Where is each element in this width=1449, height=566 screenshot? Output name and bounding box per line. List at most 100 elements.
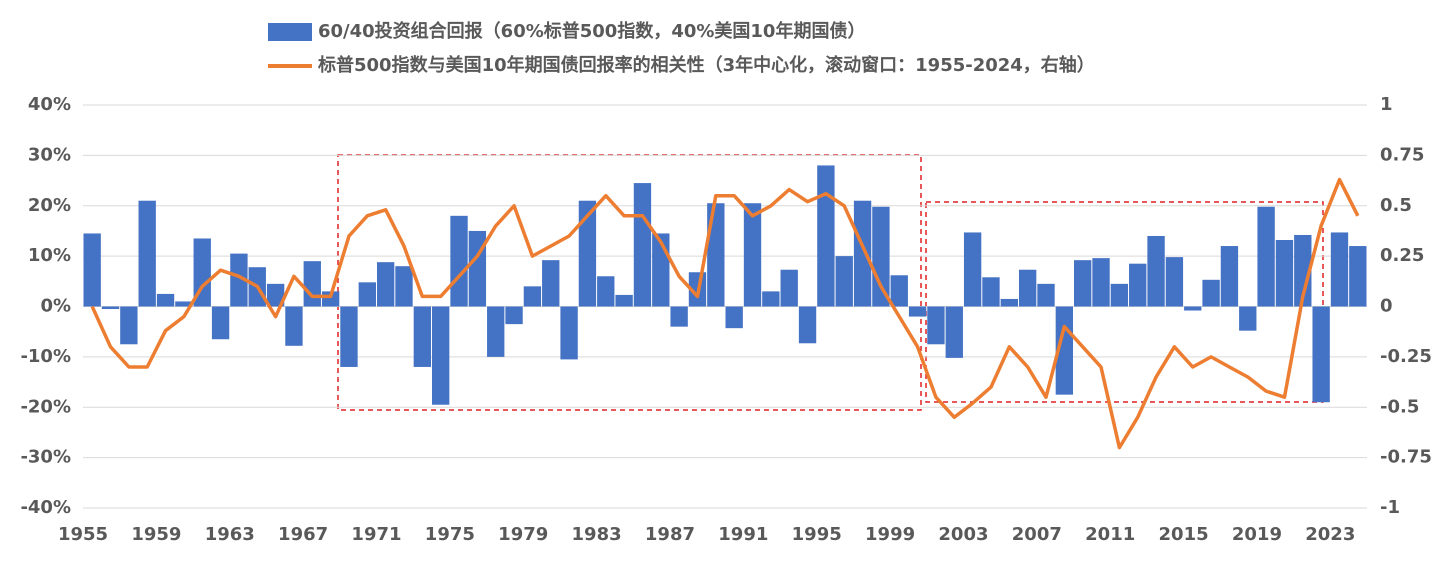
x-tick-label: 2003 bbox=[938, 524, 988, 545]
bar bbox=[505, 306, 523, 325]
bar bbox=[138, 200, 156, 307]
bar bbox=[762, 291, 780, 307]
y-tick-label: 10% bbox=[28, 245, 71, 266]
bar bbox=[560, 306, 578, 360]
bar bbox=[1184, 306, 1202, 311]
y2-tick-label: -0.25 bbox=[1380, 346, 1432, 367]
bar bbox=[432, 306, 450, 405]
bar bbox=[1110, 283, 1129, 307]
bar bbox=[1202, 279, 1220, 307]
x-tick-label: 1979 bbox=[498, 524, 548, 545]
bar bbox=[743, 203, 762, 307]
bar bbox=[450, 215, 468, 307]
y2-tick-label: 0.75 bbox=[1380, 144, 1424, 165]
bar bbox=[340, 306, 358, 367]
bar bbox=[982, 277, 1000, 307]
bar bbox=[413, 306, 432, 367]
bar bbox=[1349, 246, 1367, 307]
y2-tick-label: -0.75 bbox=[1380, 447, 1432, 468]
bar bbox=[175, 301, 193, 307]
bar bbox=[120, 306, 138, 345]
bar bbox=[1074, 260, 1092, 307]
bar bbox=[303, 261, 321, 307]
x-tick-label: 1975 bbox=[425, 524, 475, 545]
y2-tick-label: 0 bbox=[1380, 296, 1393, 317]
y-tick-label: -10% bbox=[20, 346, 71, 367]
bar bbox=[211, 306, 230, 340]
y2-tick-label: 1 bbox=[1380, 94, 1393, 115]
bar bbox=[358, 282, 376, 307]
x-tick-label: 1983 bbox=[572, 524, 622, 545]
bar bbox=[817, 165, 835, 307]
bar bbox=[670, 306, 688, 327]
x-tick-label: 2007 bbox=[1012, 524, 1062, 545]
bar bbox=[725, 306, 743, 329]
legend-swatch bbox=[268, 23, 312, 41]
x-tick-label: 1999 bbox=[865, 524, 915, 545]
y-tick-label: -40% bbox=[20, 497, 71, 518]
bar bbox=[1257, 206, 1275, 307]
y-tick-label: -20% bbox=[20, 396, 71, 417]
bar bbox=[1239, 306, 1257, 331]
legend-label: 60/40投资组合回报（60%标普500指数，40%美国10年期国债） bbox=[318, 20, 865, 42]
bar bbox=[615, 294, 633, 307]
bar bbox=[945, 306, 963, 358]
bar bbox=[1165, 257, 1184, 307]
y-tick-label: 40% bbox=[28, 94, 71, 115]
line bbox=[90, 177, 1360, 450]
x-tick-label: 1955 bbox=[58, 524, 108, 545]
bar bbox=[963, 232, 982, 307]
highlight-box bbox=[925, 201, 1324, 403]
bar bbox=[468, 230, 487, 307]
bar bbox=[156, 293, 175, 307]
x-tick-label: 1995 bbox=[792, 524, 842, 545]
x-tick-label: 2023 bbox=[1305, 524, 1355, 545]
bar bbox=[1000, 298, 1018, 307]
y2-tick-label: 0.25 bbox=[1380, 245, 1424, 266]
bar bbox=[1220, 246, 1239, 307]
x-tick-label: 1963 bbox=[205, 524, 255, 545]
bar bbox=[597, 276, 615, 307]
bar bbox=[890, 275, 908, 307]
bar bbox=[1055, 306, 1074, 395]
bar bbox=[1147, 235, 1165, 307]
bar bbox=[1092, 258, 1110, 307]
bar bbox=[853, 200, 872, 307]
bar bbox=[193, 238, 211, 307]
bar bbox=[908, 306, 927, 317]
bar bbox=[780, 269, 798, 307]
x-tick-label: 1967 bbox=[278, 524, 328, 545]
bar bbox=[1129, 263, 1147, 307]
y-tick-label: 0% bbox=[40, 296, 71, 317]
bar bbox=[266, 283, 285, 307]
x-tick-label: 2015 bbox=[1159, 524, 1209, 545]
bar bbox=[1312, 306, 1330, 403]
bar bbox=[487, 306, 505, 357]
x-tick-label: 2011 bbox=[1085, 524, 1135, 545]
x-tick-label: 1959 bbox=[131, 524, 181, 545]
bar bbox=[542, 260, 560, 307]
y2-tick-label: -1 bbox=[1380, 497, 1400, 518]
bar bbox=[101, 306, 120, 310]
x-tick-label: 1971 bbox=[351, 524, 401, 545]
bar bbox=[83, 233, 101, 307]
bar bbox=[1294, 234, 1312, 307]
x-tick-label: 2019 bbox=[1232, 524, 1282, 545]
y2-tick-label: -0.5 bbox=[1380, 396, 1419, 417]
y-tick-label: 20% bbox=[28, 195, 71, 216]
bar bbox=[1037, 283, 1055, 307]
bar bbox=[395, 266, 413, 307]
y2-tick-label: 0.5 bbox=[1380, 195, 1412, 216]
y-tick-label: 30% bbox=[28, 144, 71, 165]
y-tick-label: -30% bbox=[20, 447, 71, 468]
bar bbox=[707, 203, 725, 307]
bar bbox=[578, 200, 597, 307]
x-tick-label: 1987 bbox=[645, 524, 695, 545]
bar bbox=[285, 306, 303, 346]
bar bbox=[798, 306, 817, 344]
bar bbox=[376, 262, 395, 307]
bar bbox=[927, 306, 945, 345]
bar bbox=[1018, 269, 1037, 307]
bar bbox=[633, 183, 652, 307]
